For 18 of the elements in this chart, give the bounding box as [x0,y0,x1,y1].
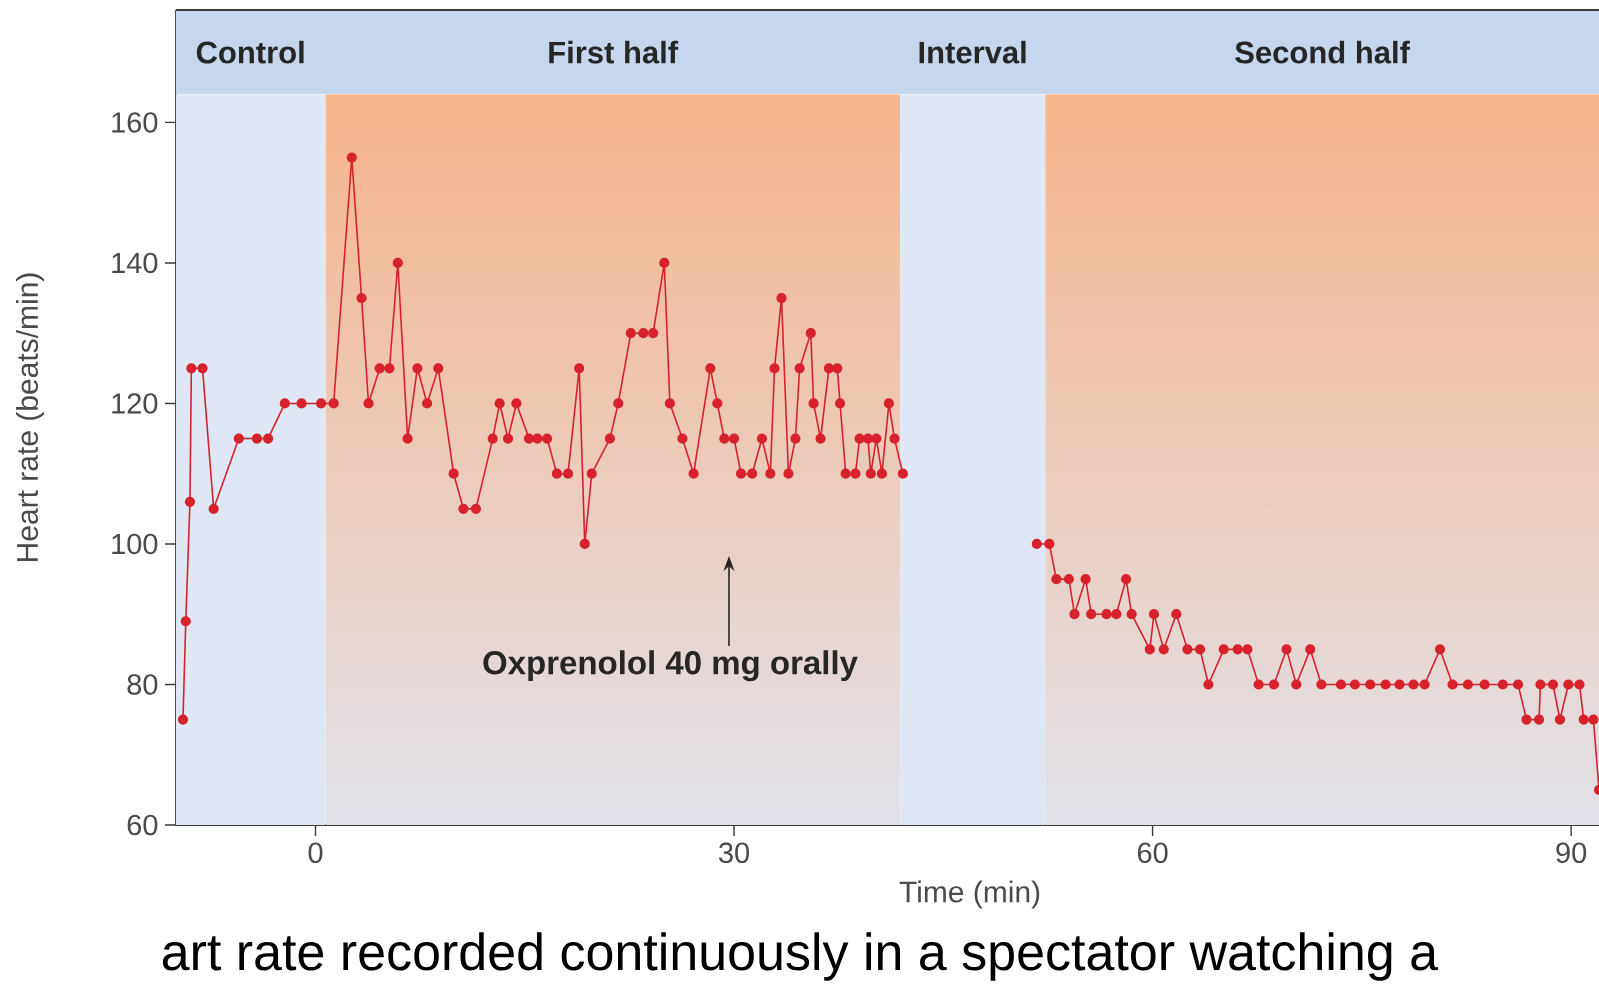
band-label: Control [196,40,304,64]
band-label: Interval [919,40,1026,64]
annotation: Oxprenolol 40 mg orally [483,650,858,682]
y-tick-label: 100 [112,533,158,555]
y-tick-label: 120 [112,393,158,414]
x-tick-label: 0 [308,842,323,864]
band-label: Second half [1235,40,1410,64]
y-tick-label: 160 [112,112,158,133]
x-tick-label: 30 [719,842,750,864]
y-tick-label: 140 [112,252,158,274]
band-label: First half [549,40,679,64]
x-tick-label: 90 [1556,842,1587,864]
y-tick-label: 80 [127,674,158,695]
text: art rate recorded continuously in a spectator watching a [162,932,1439,981]
y-tick-label: 60 [127,814,158,836]
x-tick-label: 60 [1137,842,1168,864]
x-axis-title: Time (min) [899,880,1040,909]
y-axis-title: Heart rate (beats/min) [16,273,44,561]
